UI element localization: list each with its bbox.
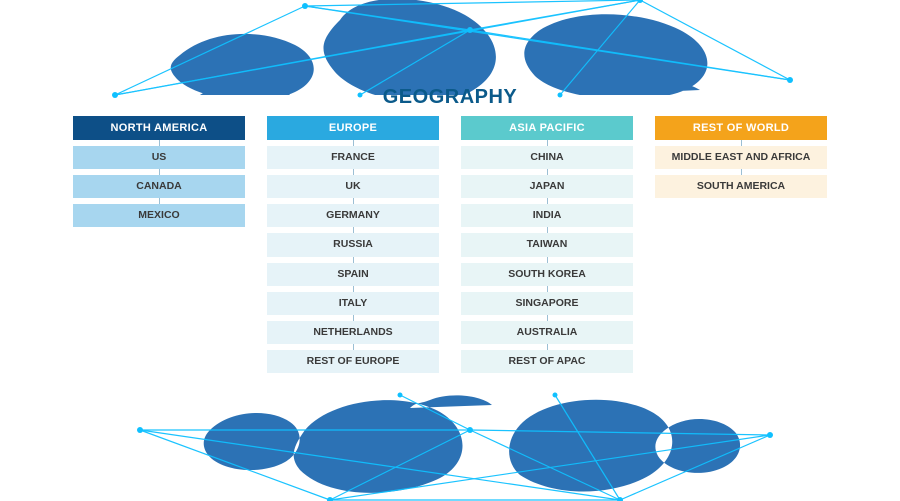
region-item: SOUTH AMERICA — [655, 175, 827, 198]
region-item: TAIWAN — [461, 233, 633, 256]
section-title: GEOGRAPHY — [0, 86, 900, 109]
region-item: REST OF APAC — [461, 350, 633, 373]
region-item: SOUTH KOREA — [461, 263, 633, 286]
region-header-north-america: NORTH AMERICA — [73, 116, 245, 140]
region-item: INDIA — [461, 204, 633, 227]
region-column-rest-of-world: REST OF WORLD MIDDLE EAST AND AFRICA SOUTH… — [655, 116, 827, 373]
region-column-north-america: NORTH AMERICA US CANADA MEXICO — [73, 116, 245, 373]
region-item: AUSTRALIA — [461, 321, 633, 344]
region-item: SPAIN — [267, 263, 439, 286]
region-columns: NORTH AMERICA US CANADA MEXICO EUROPE FRANCE U… — [0, 116, 900, 373]
region-item: UK — [267, 175, 439, 198]
region-item: JAPAN — [461, 175, 633, 198]
region-item: REST OF EUROPE — [267, 350, 439, 373]
region-item: RUSSIA — [267, 233, 439, 256]
geography-infographic: GEOGRAPHY NORTH AMERICA US CANADA MEXICO EUR… — [0, 0, 900, 501]
region-column-europe: EUROPE FRANCE UK GERMANY RUSSIA SPAIN ITALY NET… — [267, 116, 439, 373]
region-header-rest-of-world: REST OF WORLD — [655, 116, 827, 140]
region-item: GERMANY — [267, 204, 439, 227]
region-item: MIDDLE EAST AND AFRICA — [655, 146, 827, 169]
region-item: FRANCE — [267, 146, 439, 169]
region-item: NETHERLANDS — [267, 321, 439, 344]
region-column-asia-pacific: ASIA PACIFIC CHINA JAPAN INDIA TAIWAN SOUTH K… — [461, 116, 633, 373]
region-item: MEXICO — [73, 204, 245, 227]
region-item: CHINA — [461, 146, 633, 169]
region-item: US — [73, 146, 245, 169]
region-item: ITALY — [267, 292, 439, 315]
region-header-europe: EUROPE — [267, 116, 439, 140]
region-header-asia-pacific: ASIA PACIFIC — [461, 116, 633, 140]
region-item: CANADA — [73, 175, 245, 198]
region-item: SINGAPORE — [461, 292, 633, 315]
